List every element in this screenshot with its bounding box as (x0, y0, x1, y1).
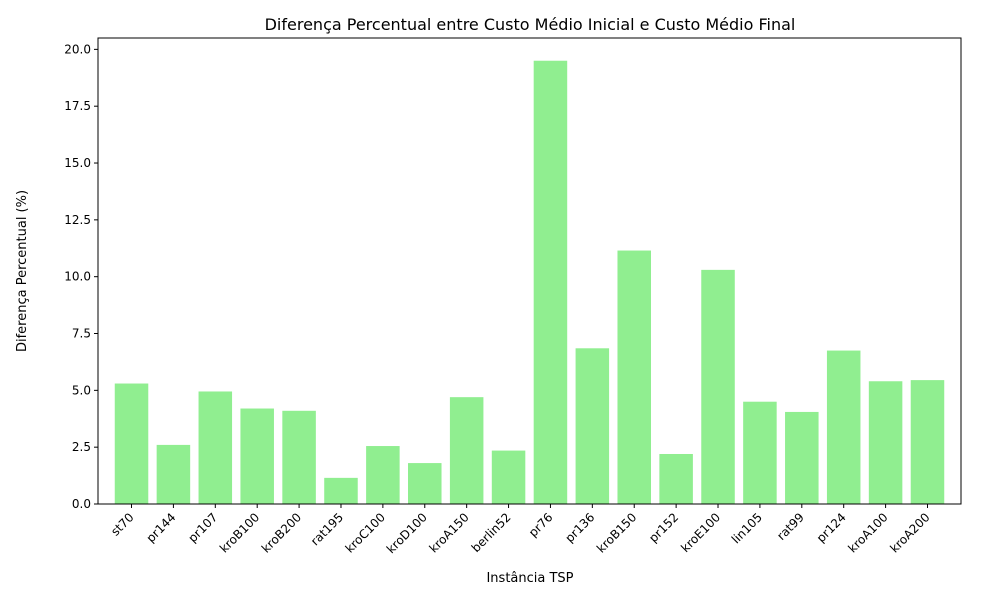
bar-kroA100 (868, 381, 903, 504)
x-axis-label: Instância TSP (486, 571, 573, 586)
bar-pr144 (156, 444, 191, 504)
bar-st70 (114, 383, 149, 504)
x-tick-label: berlin52 (469, 510, 514, 555)
plot-frame (97, 37, 962, 505)
x-tick-label: pr152 (646, 510, 681, 545)
x-tick-label: pr107 (185, 510, 220, 545)
bar-pr76 (533, 60, 568, 504)
bar-berlin52 (491, 450, 526, 504)
x-tick-label: kroB100 (217, 510, 262, 555)
bar-kroC100 (366, 446, 400, 504)
bar-lin105 (743, 401, 777, 504)
bar-kroE100 (701, 269, 735, 504)
bar-kroA200 (910, 380, 945, 504)
bar-rat195 (324, 477, 358, 504)
x-tick-label: kroC100 (343, 510, 388, 555)
x-tick-label: kroA100 (845, 510, 890, 555)
y-tick-label: 7.5 (72, 327, 91, 341)
bar-pr136 (575, 348, 610, 504)
x-tick-label: pr124 (814, 510, 849, 545)
bar-pr107 (198, 391, 233, 504)
y-tick-label: 15.0 (64, 156, 91, 170)
y-tick-label: 2.5 (72, 440, 91, 454)
bar-rat99 (785, 411, 819, 504)
x-tick-label: kroB150 (594, 510, 639, 555)
bar-kroB150 (617, 250, 651, 504)
y-tick-label: 0.0 (72, 497, 91, 511)
x-tick-label: pr144 (144, 510, 179, 545)
x-tick-label: pr76 (526, 510, 556, 540)
x-tick-label: kroE100 (678, 510, 723, 555)
y-axis: 0.0 2.5 5.0 7.5 10.0 12.5 15.0 17.5 20.0 (64, 42, 98, 511)
x-tick-label: rat195 (308, 510, 346, 548)
y-axis-label: Diferença Percentual (%) (15, 190, 30, 352)
y-tick-label: 10.0 (64, 270, 91, 284)
y-tick-label: 12.5 (64, 213, 91, 227)
bar-kroA150 (449, 397, 484, 504)
bar-kroD100 (408, 463, 442, 504)
bar-kroB200 (282, 410, 316, 504)
x-tick-label: kroA200 (887, 510, 932, 555)
x-tick-label: pr136 (562, 510, 597, 545)
x-tick-label: kroD100 (384, 510, 430, 556)
bar-pr124 (826, 350, 861, 504)
bars-group (114, 60, 945, 504)
x-tick-label: st70 (108, 510, 136, 538)
bar-pr152 (659, 453, 693, 504)
x-tick-label: kroA150 (426, 510, 471, 555)
x-tick-label: rat99 (774, 510, 807, 543)
y-tick-label: 5.0 (72, 383, 91, 397)
y-tick-label: 20.0 (64, 42, 91, 56)
bar-kroB100 (240, 408, 274, 504)
x-tick-label: kroB200 (259, 510, 304, 555)
y-tick-label: 17.5 (64, 99, 91, 113)
chart-title: Diferença Percentual entre Custo Médio I… (265, 15, 796, 34)
x-tick-label: lin105 (729, 510, 765, 546)
